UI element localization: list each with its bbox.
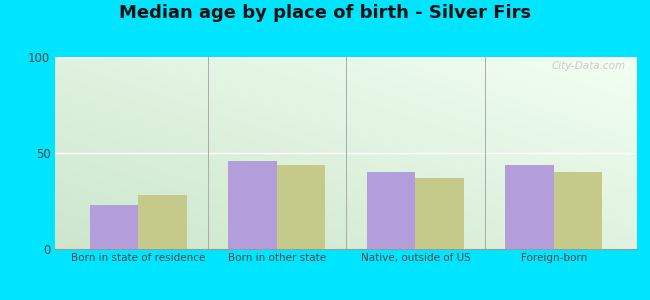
Bar bbox=[138, 195, 187, 249]
Bar bbox=[554, 172, 603, 249]
Bar bbox=[90, 205, 138, 249]
Bar bbox=[277, 164, 326, 249]
Bar bbox=[415, 178, 464, 249]
Bar bbox=[506, 164, 554, 249]
Text: Median age by place of birth - Silver Firs: Median age by place of birth - Silver Fi… bbox=[119, 4, 531, 22]
Bar bbox=[228, 161, 277, 249]
Text: City-Data.com: City-Data.com bbox=[551, 61, 625, 71]
Bar bbox=[367, 172, 415, 249]
